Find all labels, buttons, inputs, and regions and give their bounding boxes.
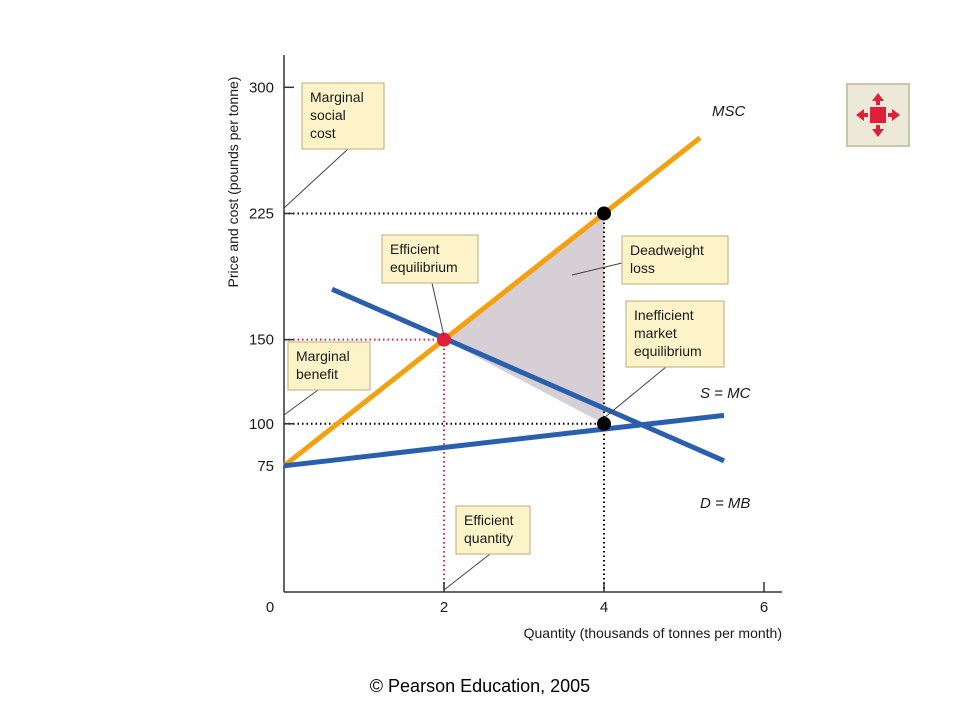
callout-marginal-benefit	[287, 341, 371, 391]
market-equilibrium-point	[597, 416, 611, 431]
msc-line	[282, 135, 702, 468]
y-tick-label-75: 75	[257, 458, 274, 475]
efficient-equilibrium-point	[437, 332, 451, 347]
callout-marginal-benefit-leader	[283, 389, 319, 416]
msc-label: MSC	[712, 103, 746, 120]
callout-marginal-benefit-line-1: Marginal	[296, 348, 350, 364]
callout-deadweight-loss	[621, 235, 729, 285]
x-tick-label-4: 4	[600, 599, 608, 616]
callout-efficient-equilibrium-line-2: equilibrium	[390, 259, 458, 275]
msc-point-225	[597, 206, 611, 221]
supply-label: S = MC	[700, 385, 751, 402]
callout-deadweight-loss-line-1: Deadweight	[630, 242, 704, 258]
callout-efficient-equilibrium-leader	[431, 282, 445, 337]
x-tick-label-0: 0	[266, 599, 274, 616]
x-tick-label-2: 2	[440, 599, 448, 616]
x-axis-title: Quantity (thousands of tonnes per month)	[524, 625, 782, 641]
demand-line	[330, 286, 726, 464]
callout-inefficient-market-equilibrium	[625, 300, 725, 368]
x-tick-label-6: 6	[760, 599, 768, 616]
callout-deadweight-loss-leader	[571, 262, 623, 276]
callout-inefficient-market-equilibrium-leader	[603, 366, 667, 419]
y-tick-label-150: 150	[249, 332, 274, 349]
callout-efficient-quantity-line-2: quantity	[464, 530, 513, 546]
callout-efficient-equilibrium-line-1: Efficient	[390, 241, 440, 257]
copyright-notice: © Pearson Education, 2005	[369, 676, 591, 696]
y-tick-label-100: 100	[249, 416, 274, 433]
callout-marginal-social-cost-line-1: Marginal	[310, 89, 364, 105]
callout-efficient-quantity-line-1: Efficient	[464, 512, 514, 528]
callout-efficient-quantity-leader	[443, 553, 491, 591]
callout-marginal-social-cost-leader	[283, 148, 349, 209]
y-tick-label-225: 225	[249, 205, 274, 222]
y-axis-title: Price and cost (pounds per tonne)	[225, 77, 241, 288]
callout-marginal-social-cost	[301, 82, 385, 150]
callout-marginal-social-cost-line-3: cost	[310, 125, 336, 141]
deadweight-loss-area	[444, 213, 604, 424]
callout-efficient-equilibrium	[381, 234, 479, 284]
callout-inefficient-market-equilibrium-line-1: Inefficient	[634, 307, 694, 323]
callout-marginal-benefit-line-2: benefit	[296, 366, 338, 382]
callout-efficient-quantity	[455, 505, 531, 555]
y-tick-label-300: 300	[249, 79, 274, 96]
callout-deadweight-loss-line-2: loss	[630, 260, 655, 276]
callout-marginal-social-cost-line-2: social	[310, 107, 346, 123]
contract-arrows-icon	[856, 93, 900, 137]
nav-button[interactable]	[846, 83, 910, 147]
demand-label: D = MB	[700, 495, 750, 512]
supply-line	[283, 412, 725, 469]
callout-inefficient-market-equilibrium-line-2: market	[634, 325, 677, 341]
callout-inefficient-market-equilibrium-line-3: equilibrium	[634, 343, 702, 359]
